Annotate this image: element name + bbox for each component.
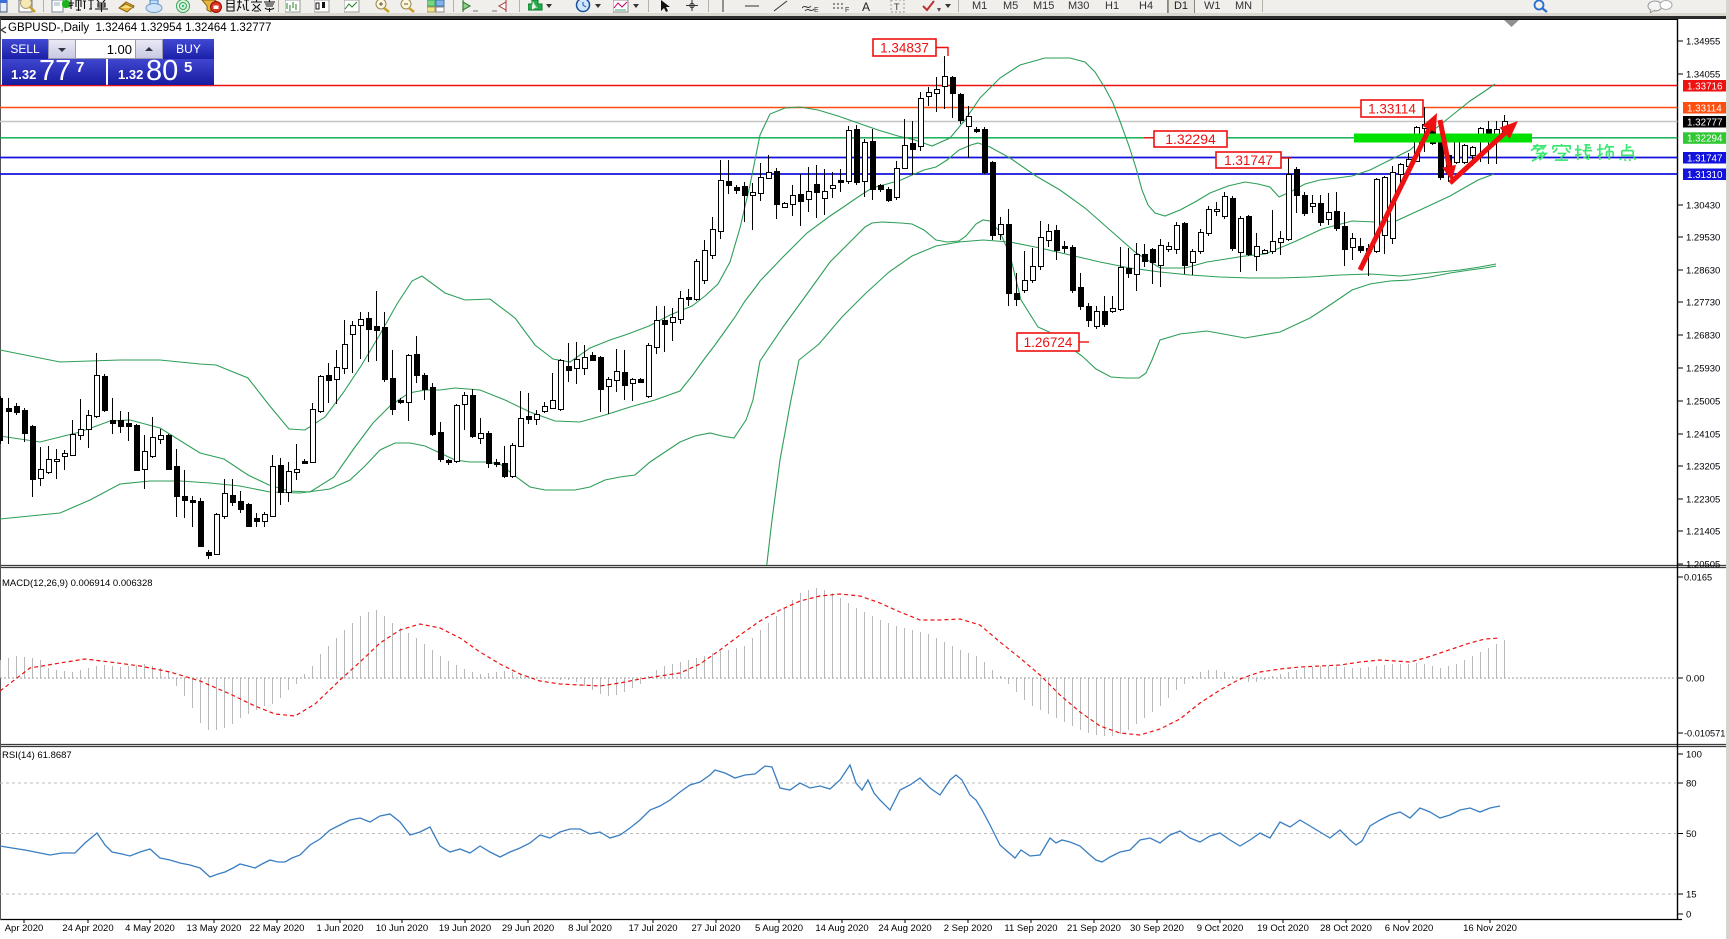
svg-text:1 Jun 2020: 1 Jun 2020 [316, 923, 363, 934]
svg-text:1.25930: 1.25930 [1686, 364, 1720, 375]
svg-text:1.26830: 1.26830 [1686, 331, 1720, 342]
svg-text:1.31310: 1.31310 [1687, 170, 1723, 181]
svg-text:1.26724: 1.26724 [1024, 335, 1073, 350]
svg-text:1.23205: 1.23205 [1686, 462, 1720, 473]
svg-text:1.24105: 1.24105 [1686, 430, 1720, 441]
svg-text:10 Jun 2020: 10 Jun 2020 [376, 923, 428, 934]
svg-text:0: 0 [1686, 910, 1691, 921]
svg-text:19 Jun 2020: 19 Jun 2020 [439, 923, 491, 934]
svg-text:1.22305: 1.22305 [1686, 495, 1720, 506]
svg-text:1.20505: 1.20505 [1686, 560, 1720, 571]
svg-text:RSI(14) 61.8687: RSI(14) 61.8687 [2, 750, 72, 761]
svg-text:0.00: 0.00 [1686, 674, 1705, 685]
svg-text:1.21405: 1.21405 [1686, 527, 1720, 538]
svg-text:6 Nov 2020: 6 Nov 2020 [1385, 923, 1434, 934]
svg-text:1.32777: 1.32777 [1687, 117, 1722, 128]
svg-text:16 Nov 2020: 16 Nov 2020 [1463, 923, 1517, 934]
svg-text:1.33716: 1.33716 [1687, 81, 1723, 92]
svg-text:MACD(12,26,9) 0.006914 0.00632: MACD(12,26,9) 0.006914 0.006328 [2, 578, 153, 589]
svg-text:13 May 2020: 13 May 2020 [187, 923, 242, 934]
svg-text:9 Oct 2020: 9 Oct 2020 [1197, 923, 1243, 934]
svg-text:1.29530: 1.29530 [1686, 233, 1720, 244]
svg-text:19 Oct 2020: 19 Oct 2020 [1257, 923, 1309, 934]
svg-text:5 Aug 2020: 5 Aug 2020 [755, 923, 803, 934]
svg-text:50: 50 [1686, 829, 1697, 840]
svg-text:1.34055: 1.34055 [1686, 70, 1720, 81]
svg-text:1.31747: 1.31747 [1224, 153, 1273, 168]
svg-text:1.33114: 1.33114 [1687, 103, 1722, 114]
svg-text:100: 100 [1686, 750, 1702, 761]
svg-text:15: 15 [1686, 890, 1697, 901]
svg-text:4 May 2020: 4 May 2020 [125, 923, 175, 934]
svg-text:22 May 2020: 22 May 2020 [250, 923, 305, 934]
svg-text:17 Jul 2020: 17 Jul 2020 [628, 923, 677, 934]
svg-text:T: T [894, 2, 900, 12]
svg-text:24 Apr 2020: 24 Apr 2020 [62, 923, 113, 934]
svg-text:27 Jul 2020: 27 Jul 2020 [691, 923, 740, 934]
svg-text:F: F [845, 7, 849, 13]
svg-text:1.34955: 1.34955 [1686, 37, 1720, 48]
svg-text:1.32294: 1.32294 [1687, 134, 1723, 145]
svg-text:28 Oct 2020: 28 Oct 2020 [1320, 923, 1372, 934]
svg-text:Apr 2020: Apr 2020 [5, 923, 44, 934]
svg-text:1.30430: 1.30430 [1686, 201, 1720, 212]
svg-text:-0.010571: -0.010571 [1684, 729, 1725, 739]
svg-text:11 Sep 2020: 11 Sep 2020 [1004, 923, 1057, 934]
svg-text:0.0165: 0.0165 [1684, 573, 1712, 583]
svg-text:8 Jul 2020: 8 Jul 2020 [568, 923, 612, 934]
svg-text:1.25005: 1.25005 [1686, 397, 1720, 408]
svg-text:1.27730: 1.27730 [1686, 298, 1720, 309]
svg-text:30 Sep 2020: 30 Sep 2020 [1130, 923, 1184, 934]
svg-text:80: 80 [1686, 779, 1697, 790]
svg-text:1.32294: 1.32294 [1165, 131, 1216, 147]
svg-text:29 Jun 2020: 29 Jun 2020 [502, 923, 554, 934]
svg-text:1.31747: 1.31747 [1687, 153, 1722, 164]
svg-text:24 Aug 2020: 24 Aug 2020 [878, 923, 931, 934]
svg-text:2 Sep 2020: 2 Sep 2020 [944, 923, 993, 934]
svg-text:1.28630: 1.28630 [1686, 266, 1720, 277]
svg-text:14 Aug 2020: 14 Aug 2020 [815, 923, 868, 934]
svg-text:1.33114: 1.33114 [1368, 101, 1416, 116]
svg-text:21 Sep 2020: 21 Sep 2020 [1067, 923, 1121, 934]
svg-text:1.34837: 1.34837 [880, 40, 929, 55]
svg-text:E: E [814, 7, 819, 13]
